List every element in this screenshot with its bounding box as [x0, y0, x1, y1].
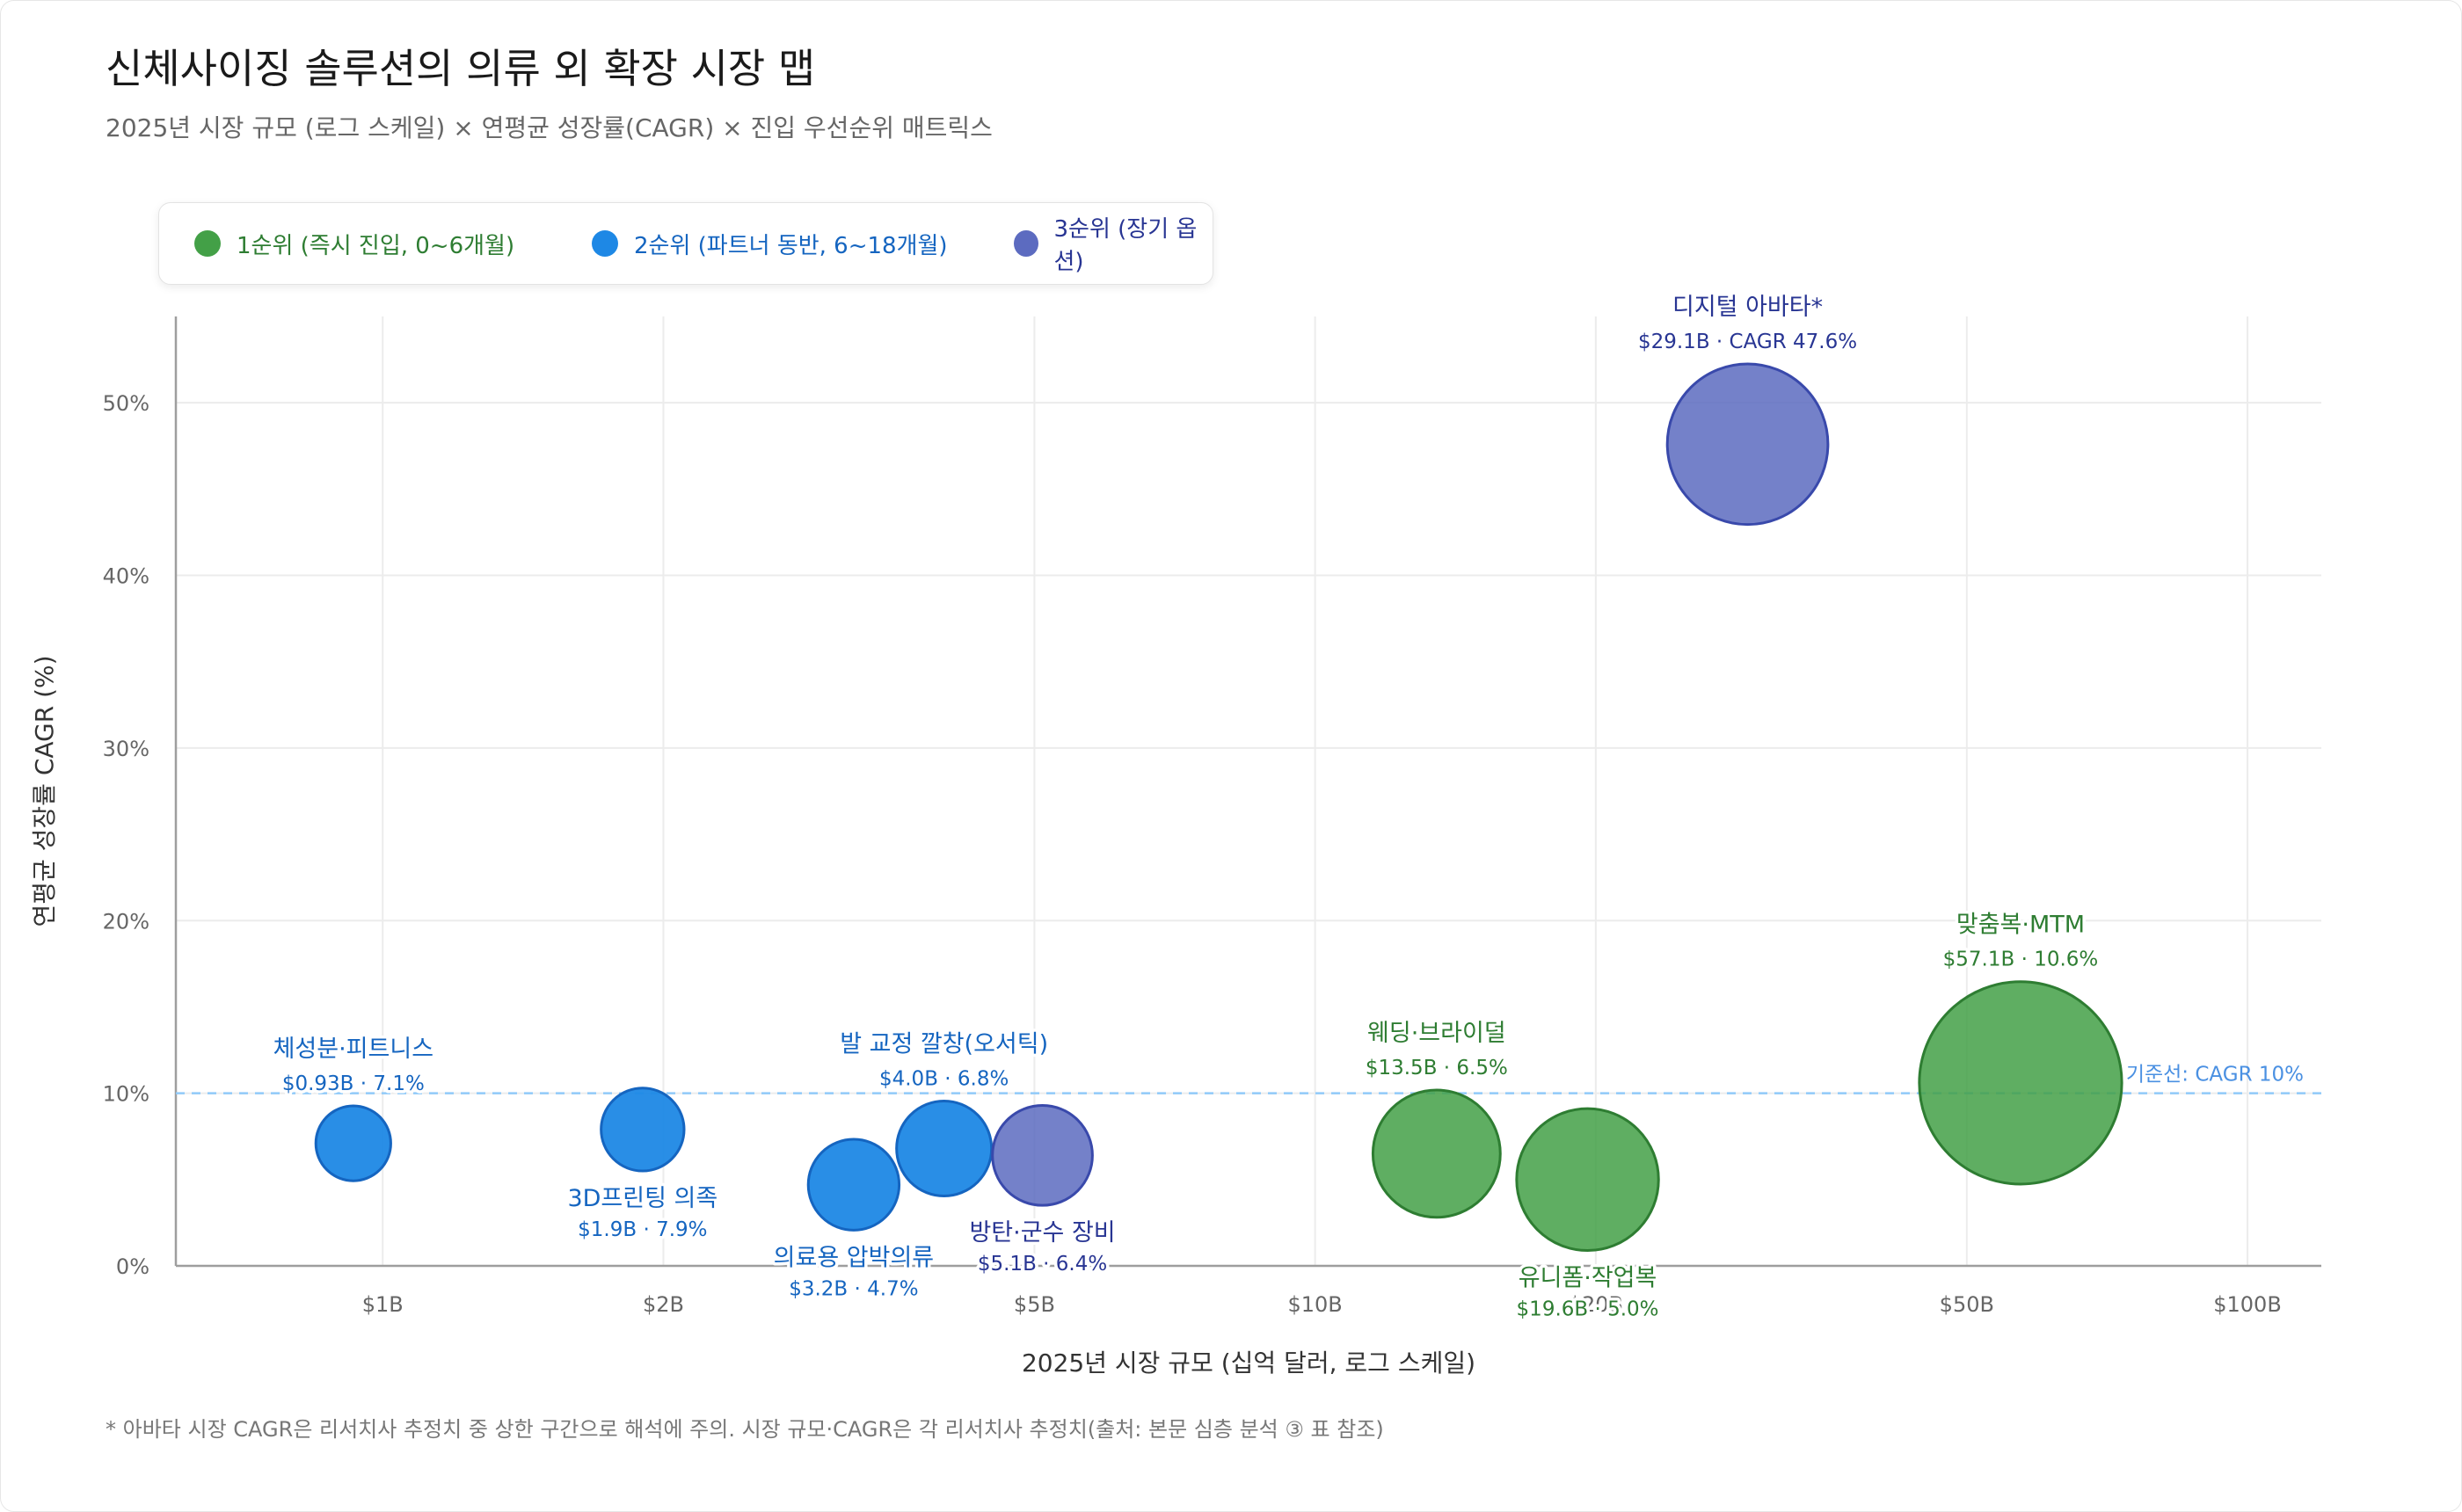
- chart-title: 신체사이징 솔루션의 의류 외 확장 시장 맵: [106, 45, 816, 92]
- data-point-value-label: $13.5B · 6.5%: [1366, 1057, 1508, 1079]
- chart-subtitle: 2025년 시장 규모 (로그 스케일) × 연평균 성장률(CAGR) × 진…: [106, 113, 993, 142]
- legend-label: 2순위 (파트너 동반, 6~18개월): [634, 232, 948, 259]
- legend-item-priority-2[interactable]: 2순위 (파트너 동반, 6~18개월): [592, 203, 948, 284]
- data-point-value-label: $5.1B · 6.4%: [978, 1253, 1107, 1276]
- data-point: [1918, 980, 2123, 1186]
- legend-item-priority-1[interactable]: 1순위 (즉시 진입, 0~6개월): [194, 203, 514, 284]
- data-point-value-label: $0.93B · 7.1%: [282, 1072, 425, 1095]
- data-point-value-label: $1.9B · 7.9%: [578, 1218, 707, 1241]
- y-tick-label: 20%: [103, 909, 149, 934]
- y-tick-label: 0%: [116, 1254, 149, 1279]
- data-point-label: 의료용 압박의류: [774, 1244, 934, 1271]
- data-point-value-label: $19.6B · 5.0%: [1517, 1298, 1659, 1321]
- data-point-label: 유니폼·작업복: [1519, 1265, 1657, 1292]
- data-point-label: 방탄·군수 장비: [969, 1219, 1115, 1247]
- data-point: [600, 1087, 686, 1173]
- data-point: [1371, 1088, 1502, 1219]
- x-axis-title: 2025년 시장 규모 (십억 달러, 로그 스케일): [1022, 1348, 1475, 1378]
- legend-item-priority-3[interactable]: 3순위 (장기 옵션): [1014, 203, 1213, 284]
- data-point: [314, 1104, 392, 1182]
- x-tick-label: $50B: [1940, 1292, 1994, 1317]
- y-tick-label: 40%: [103, 564, 149, 589]
- data-point-label: 발 교정 깔창(오서틱): [840, 1030, 1048, 1058]
- x-tick-label: $5B: [1014, 1292, 1055, 1317]
- x-tick-label: $10B: [1288, 1292, 1343, 1317]
- reference-line-label: 기준선: CAGR 10%: [2126, 1064, 2304, 1087]
- data-point-label: 3D프린팅 의족: [567, 1185, 717, 1212]
- legend-swatch: [194, 230, 221, 257]
- data-point: [895, 1099, 994, 1197]
- x-tick-label: $2B: [643, 1292, 684, 1317]
- y-tick-label: 30%: [103, 737, 149, 761]
- x-tick-label: $20B: [1569, 1292, 1623, 1317]
- data-point-label: 웨딩·브라이덜: [1367, 1020, 1506, 1047]
- data-point: [1515, 1107, 1660, 1253]
- x-tick-label: $100B: [2213, 1292, 2282, 1317]
- data-point-value-label: $3.2B · 4.7%: [789, 1277, 918, 1300]
- legend-swatch: [592, 230, 618, 257]
- data-point: [1665, 362, 1830, 527]
- y-tick-label: 50%: [103, 391, 149, 416]
- y-axis-title: 연평균 성장률 CAGR (%): [30, 655, 59, 927]
- data-point-label: 맞춤복·MTM: [1956, 912, 2085, 939]
- legend-label: 3순위 (장기 옵션): [1053, 216, 1198, 275]
- data-point: [991, 1103, 1094, 1207]
- x-tick-label: $1B: [362, 1292, 404, 1317]
- legend-swatch: [1014, 230, 1038, 257]
- legend-label: 1순위 (즉시 진입, 0~6개월): [237, 232, 515, 259]
- data-point-label: 체성분·피트니스: [273, 1036, 433, 1063]
- data-point-value-label: $57.1B · 10.6%: [1943, 949, 2099, 971]
- data-point-value-label: $4.0B · 6.8%: [879, 1067, 1009, 1090]
- data-point: [806, 1138, 901, 1232]
- y-tick-label: 10%: [103, 1082, 149, 1107]
- data-point-label: 디지털 아바타*: [1672, 294, 1823, 321]
- legend: 1순위 (즉시 진입, 0~6개월) 2순위 (파트너 동반, 6~18개월) …: [158, 202, 1213, 285]
- footnote: * 아바타 시장 CAGR은 리서치사 추정치 중 상한 구간으로 해석에 주의…: [106, 1417, 1384, 1442]
- data-point-value-label: $29.1B · CAGR 47.6%: [1638, 331, 1857, 353]
